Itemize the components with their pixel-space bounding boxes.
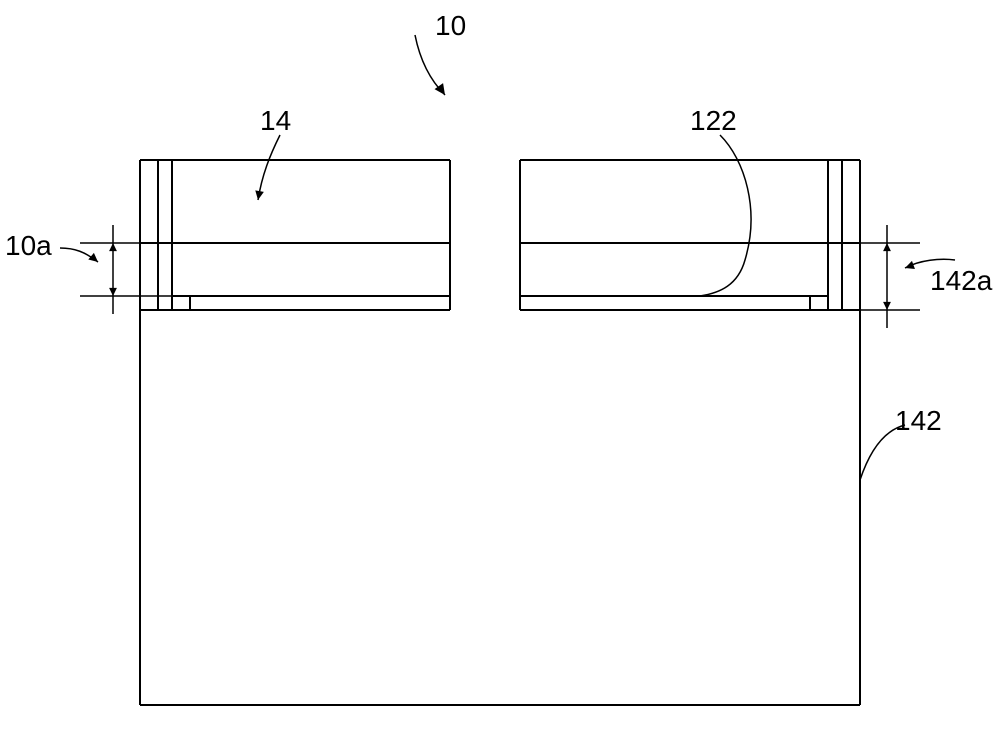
label-142a: 142a [930, 265, 993, 296]
label-10a: 10a [5, 230, 52, 261]
label-10: 10 [435, 10, 466, 41]
label-142: 142 [895, 405, 942, 436]
label-14: 14 [260, 105, 291, 136]
technical-drawing: 10 14 122 10a 142a 142 [0, 0, 1000, 733]
label-122: 122 [690, 105, 737, 136]
